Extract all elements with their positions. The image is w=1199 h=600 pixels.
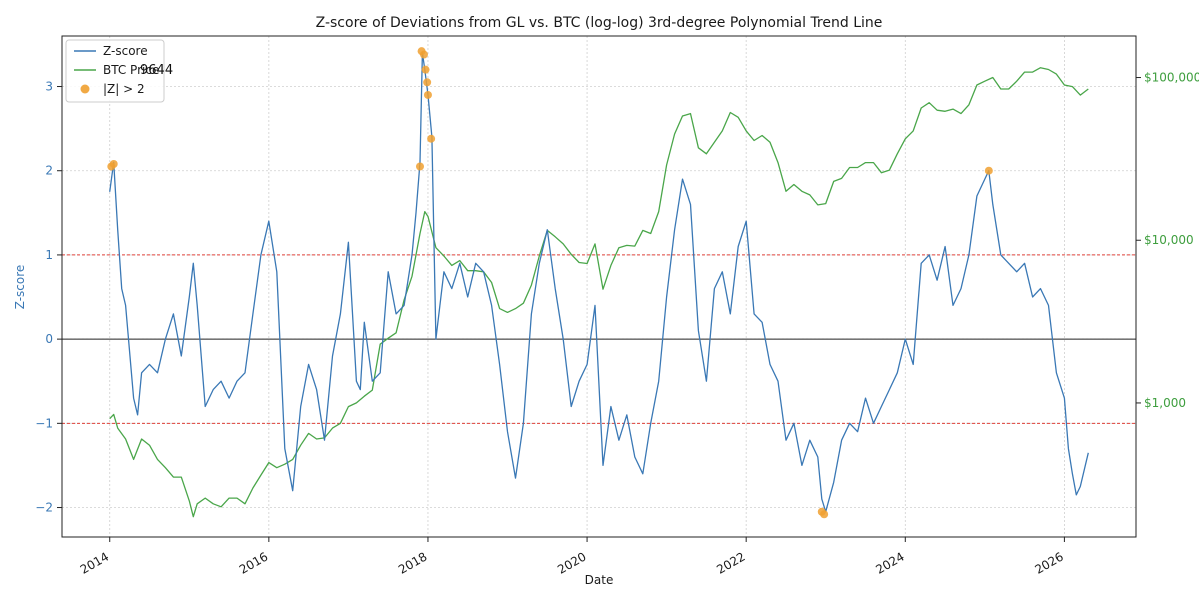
x-axis-label: Date (585, 573, 614, 587)
x-tick-label: 2022 (714, 549, 747, 576)
y-tick-label: 1 (45, 248, 53, 262)
x-tick-label: 2026 (1032, 549, 1065, 576)
x-tick-label: 2014 (78, 549, 111, 576)
legend: Z-score BTC Price |Z| > 2 (65, 39, 165, 103)
y-tick-label: −2 (35, 501, 53, 515)
outlier-point (421, 65, 430, 74)
outlier-point (423, 90, 432, 99)
plot-area (61, 35, 1137, 538)
x-tick-label: 2016 (237, 549, 270, 576)
y-axis-right: $1,000 $10,000 $100,000 (1136, 71, 1199, 410)
outlier-point (820, 510, 829, 519)
outlier-point (109, 159, 118, 168)
x-tick-label: 2024 (873, 549, 906, 576)
legend-label-outliers: |Z| > 2 (103, 82, 145, 96)
grid (62, 36, 1136, 537)
y-tick-label: 3 (45, 80, 53, 94)
legend-swatch-outliers (80, 84, 90, 94)
reference-lines (62, 254, 1136, 424)
x-axis: 2014 2016 2018 2020 2022 2024 2026 (78, 537, 1066, 577)
y-axis-left: −2 −1 0 1 2 3 (35, 80, 62, 515)
y-tick-label: 0 (45, 332, 53, 346)
outlier-point (416, 162, 424, 171)
z-score-series (109, 52, 1089, 513)
x-tick-label: 2018 (396, 549, 429, 576)
chart-title: Z-score of Deviations from GL vs. BTC (l… (316, 15, 883, 31)
outlier-point (984, 166, 993, 175)
btc-price-series (109, 67, 1089, 518)
legend-label-btc-price: BTC Price (103, 63, 159, 77)
outlier-points (107, 47, 993, 519)
legend-label-z-score: Z-score (103, 44, 148, 58)
z-score-line (109, 52, 1089, 513)
outlier-point (419, 50, 428, 59)
y2-tick-label: $100,000 (1144, 71, 1199, 85)
y-axis-label: Z-score (13, 265, 27, 310)
y-tick-label: −1 (35, 416, 53, 430)
outlier-point (423, 78, 432, 87)
y2-tick-label: $10,000 (1144, 233, 1194, 247)
chart-annotation: 9644 (140, 63, 173, 78)
legend-box (65, 39, 165, 103)
btc-price-line (109, 67, 1089, 518)
y-tick-label: 2 (45, 164, 53, 178)
x-tick-label: 2020 (555, 549, 588, 576)
y2-tick-label: $1,000 (1144, 396, 1186, 410)
outlier-point (427, 134, 436, 143)
